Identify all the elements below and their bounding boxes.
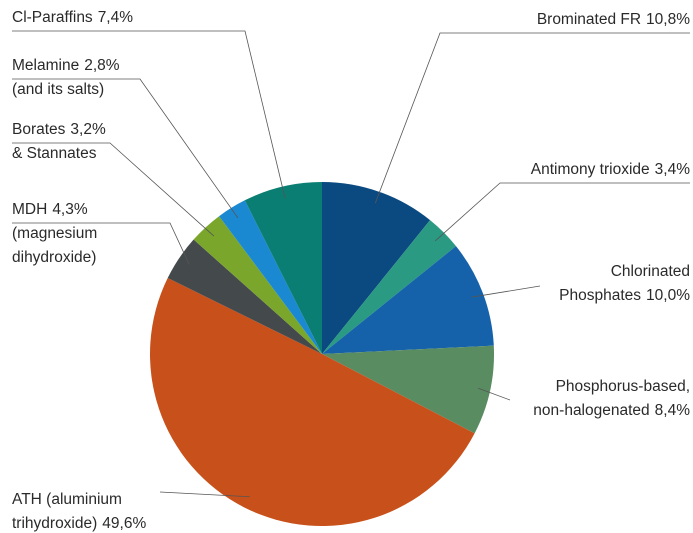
slice-label: Phosphorus-based, non-halogenated 8,4% <box>533 378 690 419</box>
slice-label: MDH 4,3% (magnesium dihydroxide) <box>12 201 97 266</box>
value-label: 10,0% <box>646 287 690 304</box>
label-line: Borates <box>12 121 66 138</box>
pie-slice <box>322 220 456 354</box>
pie-slice <box>193 216 322 354</box>
pie-slice <box>167 239 322 354</box>
value-label: 7,4% <box>98 9 134 26</box>
pie-slice <box>219 200 322 354</box>
label-line: trihydroxide) <box>12 515 97 532</box>
leader-line <box>471 285 541 298</box>
value-label: 10,8% <box>646 11 690 28</box>
label-line: & Stannates <box>12 145 97 162</box>
value-label: 2,8% <box>84 57 120 74</box>
leader-line <box>159 491 250 498</box>
slice-label: Brominated FR 10,8% <box>537 11 690 28</box>
leader-line <box>374 32 690 204</box>
label-line: MDH <box>12 201 47 218</box>
pie-slice <box>150 278 475 526</box>
pie-slice <box>322 182 431 354</box>
leader-line <box>12 222 190 265</box>
label-line: ATH (aluminium <box>12 491 122 508</box>
slice-label: Cl-Paraffins 7,4% <box>12 9 133 26</box>
leader-line <box>12 78 239 219</box>
value-label: 4,3% <box>52 201 88 218</box>
label-line: Antimony trioxide <box>531 161 650 178</box>
label-line: Cl-Paraffins <box>12 9 93 26</box>
label-line: Melamine <box>12 57 79 74</box>
label-line: Phosphates <box>559 287 641 304</box>
leader-line <box>12 142 215 237</box>
value-label: 3,2% <box>70 121 106 138</box>
leader-line <box>12 30 286 199</box>
slice-label: Borates 3,2% & Stannates <box>12 121 106 162</box>
pie-slice <box>322 345 494 434</box>
leader-line <box>478 387 511 401</box>
label-line: (and its salts) <box>12 81 104 98</box>
label-line: Phosphorus-based, <box>556 378 690 395</box>
slice-label: Melamine 2,8% (and its salts) <box>12 57 120 98</box>
leader-line <box>434 182 690 242</box>
slice-label: Chlorinated Phosphates 10,0% <box>559 263 690 304</box>
slice-label: Antimony trioxide 3,4% <box>531 161 690 178</box>
label-line: dihydroxide) <box>12 249 96 266</box>
pie-slice <box>322 246 494 354</box>
label-line: non-halogenated <box>533 402 649 419</box>
value-label: 8,4% <box>655 402 691 419</box>
pie-slice <box>244 182 322 354</box>
slice-label: ATH (aluminium trihydroxide) 49,6% <box>12 491 146 532</box>
value-label: 3,4% <box>655 161 691 178</box>
label-line: Chlorinated <box>611 263 690 280</box>
value-label: 49,6% <box>102 515 146 532</box>
label-line: (magnesium <box>12 225 97 242</box>
label-line: Brominated FR <box>537 11 641 28</box>
